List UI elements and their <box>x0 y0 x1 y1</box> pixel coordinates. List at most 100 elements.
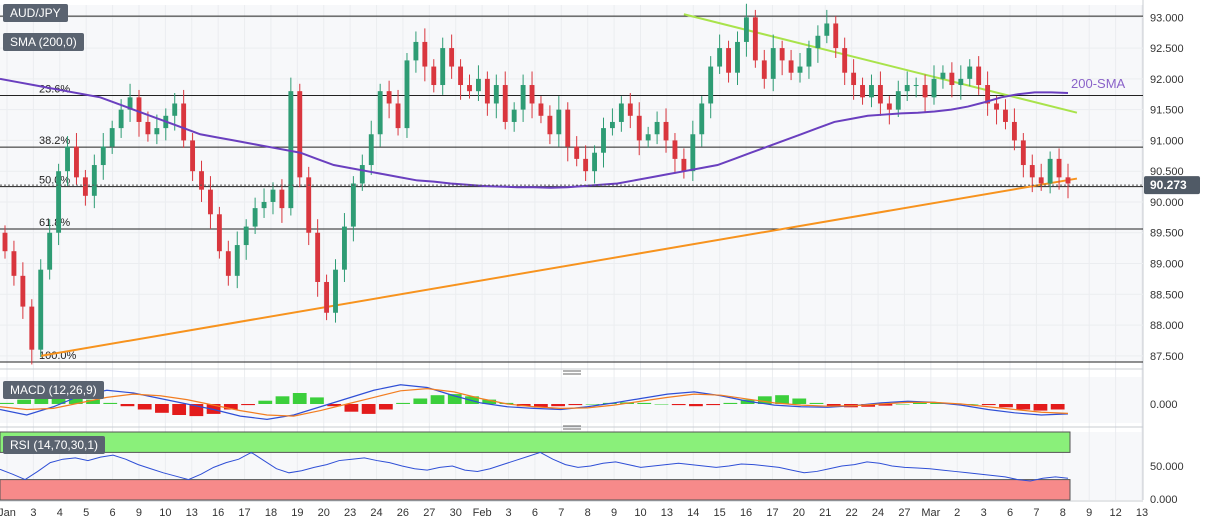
support-trendline <box>40 177 1078 357</box>
macd-histogram-bar <box>223 404 238 410</box>
fib-level-label: 100.0% <box>39 350 77 362</box>
candle-body <box>38 269 44 350</box>
macd-histogram-bar <box>757 396 772 404</box>
candle-body <box>967 66 973 79</box>
date-tick-label: 23 <box>344 507 356 519</box>
candle-body <box>493 85 499 104</box>
candle-body <box>592 152 597 172</box>
price-tick-label: 89.500 <box>1150 228 1184 240</box>
macd-histogram-bar <box>275 396 290 404</box>
macd-histogram-bar <box>327 404 342 407</box>
macd-tick-label: 0.000 <box>1150 399 1178 411</box>
candle-body <box>404 60 410 129</box>
macd-tag[interactable]: MACD (12,26,9) <box>3 381 104 399</box>
candle-body <box>154 128 160 135</box>
candle-body <box>216 214 222 252</box>
macd-histogram-bar <box>637 402 652 404</box>
price-tick-label: 92.500 <box>1150 43 1184 55</box>
date-tick-label: 27 <box>423 507 435 519</box>
date-tick-label: 12 <box>1109 507 1121 519</box>
date-tick-label: 6 <box>532 507 538 519</box>
macd-histogram-bar <box>241 404 255 406</box>
macd-histogram-bar <box>671 404 686 406</box>
date-tick-label: 17 <box>238 507 250 519</box>
date-tick-label: 20 <box>793 507 805 519</box>
sma-indicator-tag[interactable]: SMA (200,0) <box>3 33 84 51</box>
candle-body <box>538 103 544 116</box>
candle-body <box>342 226 347 270</box>
macd-histogram-bar <box>310 397 324 404</box>
macd-histogram-bar <box>534 404 548 408</box>
macd-histogram-bar <box>1016 404 1031 410</box>
macd-histogram-bar <box>792 398 807 404</box>
candle-body <box>136 97 142 122</box>
candle-body <box>886 103 892 110</box>
candle-body <box>681 158 687 172</box>
candle-body <box>315 232 321 282</box>
rsi-overbought-zone <box>0 431 1071 453</box>
macd-histogram-bar <box>68 396 83 404</box>
candle-body <box>654 121 660 135</box>
candle-body <box>199 171 204 190</box>
macd-histogram-bar <box>1033 404 1048 411</box>
candle-body <box>377 91 383 135</box>
date-tick-label: 10 <box>159 507 171 519</box>
candle-body <box>467 85 472 92</box>
candle-body <box>422 41 428 67</box>
date-tick-label: 6 <box>110 507 116 519</box>
macd-line <box>0 384 1069 421</box>
candle-body <box>11 251 17 276</box>
sma-200-line <box>0 77 1069 189</box>
candle-body <box>288 91 294 209</box>
candle-body <box>994 103 999 110</box>
macd-histogram-bar <box>34 395 49 404</box>
macd-histogram-bar <box>396 402 410 404</box>
candle-body <box>708 66 714 104</box>
date-tick-label: 21 <box>819 507 831 519</box>
candle-body <box>29 306 35 350</box>
candle-body <box>413 41 419 61</box>
candle-body <box>395 103 401 129</box>
macd-histogram-bar <box>447 394 462 404</box>
candle-body <box>297 91 303 178</box>
candle-body <box>940 72 946 79</box>
price-tick-label: 88.000 <box>1150 320 1184 332</box>
candle-body <box>118 109 124 129</box>
main-panel-bg <box>0 5 1143 362</box>
date-tick-label: 3 <box>505 507 511 519</box>
candle-body <box>949 72 955 86</box>
date-tick-label: 8 <box>1060 507 1066 519</box>
price-tick-label: 90.000 <box>1150 197 1184 209</box>
candle-body <box>82 177 88 196</box>
date-tick-label: 17 <box>766 507 778 519</box>
candle-body <box>449 48 455 67</box>
date-tick-label: 3 <box>30 507 36 519</box>
price-tick-label: 87.500 <box>1150 351 1184 363</box>
macd-histogram-bar <box>568 404 583 406</box>
rsi-tag[interactable]: RSI (14,70,30,1) <box>3 436 106 454</box>
candle-body <box>931 78 937 98</box>
macd-histogram-bar <box>17 399 32 404</box>
date-tick-label: 26 <box>397 507 409 519</box>
candle-body <box>922 85 928 98</box>
candle-body <box>842 48 848 73</box>
candle-body <box>145 121 151 135</box>
candle-body <box>636 115 642 141</box>
date-tick-label: 4 <box>57 507 63 519</box>
candle-body <box>1029 165 1035 178</box>
candle-body <box>770 48 776 79</box>
macd-histogram-bar <box>654 404 669 405</box>
fib-level-label: 50.0% <box>39 175 70 187</box>
date-tick-label: 9 <box>1086 507 1092 519</box>
date-tick-label: 19 <box>291 507 303 519</box>
candle-body <box>270 189 276 202</box>
macd-histogram-bar <box>964 404 979 405</box>
candle-body <box>583 158 589 172</box>
symbol-tag[interactable]: AUD/JPY <box>3 4 68 22</box>
candle-body <box>1038 177 1044 184</box>
candle-body <box>869 85 874 98</box>
macd-signal-line <box>0 387 1069 417</box>
last-price-label: 90.273 <box>1150 178 1187 192</box>
